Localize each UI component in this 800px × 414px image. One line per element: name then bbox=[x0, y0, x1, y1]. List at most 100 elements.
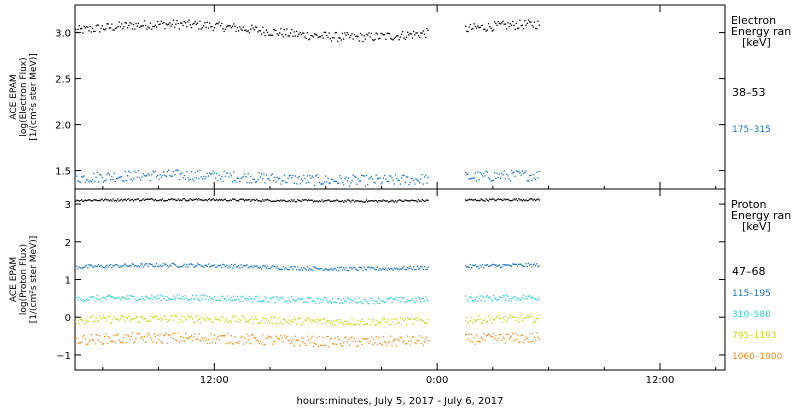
data-point bbox=[268, 300, 270, 302]
data-point bbox=[186, 26, 188, 28]
data-point bbox=[177, 169, 179, 171]
data-point bbox=[368, 200, 370, 202]
data-point bbox=[527, 295, 530, 297]
data-point bbox=[174, 315, 176, 317]
data-point bbox=[362, 201, 364, 203]
data-point bbox=[141, 263, 143, 265]
data-point bbox=[405, 324, 408, 326]
data-point bbox=[532, 199, 534, 201]
data-point bbox=[209, 198, 211, 200]
data-point bbox=[212, 338, 214, 340]
data-point bbox=[250, 343, 252, 345]
data-point bbox=[522, 294, 525, 296]
data-point bbox=[199, 20, 201, 22]
data-point bbox=[217, 264, 219, 267]
data-point bbox=[353, 175, 356, 178]
data-point bbox=[372, 299, 374, 302]
data-point bbox=[234, 263, 236, 266]
data-point bbox=[79, 318, 82, 321]
legend-title-electron: Electron bbox=[731, 14, 776, 27]
data-point bbox=[119, 318, 121, 320]
data-point bbox=[316, 174, 318, 176]
data-point bbox=[425, 322, 427, 324]
data-point bbox=[107, 336, 109, 338]
data-point bbox=[120, 315, 123, 317]
data-point bbox=[118, 200, 120, 202]
data-point bbox=[199, 199, 201, 201]
data-point bbox=[195, 315, 197, 317]
data-point bbox=[494, 297, 496, 299]
data-point bbox=[293, 317, 295, 319]
data-point bbox=[402, 318, 404, 320]
data-point bbox=[381, 181, 383, 183]
data-point bbox=[303, 337, 305, 339]
data-point bbox=[196, 22, 199, 24]
data-point bbox=[93, 340, 95, 342]
data-point bbox=[415, 317, 417, 319]
data-point bbox=[129, 200, 131, 202]
data-point bbox=[479, 26, 481, 29]
data-point bbox=[147, 320, 149, 322]
data-point bbox=[100, 199, 102, 201]
data-point bbox=[129, 320, 131, 322]
data-point bbox=[221, 316, 223, 318]
data-point bbox=[101, 266, 103, 268]
data-point bbox=[175, 314, 177, 317]
data-point bbox=[471, 267, 473, 269]
data-point bbox=[95, 266, 97, 268]
data-point bbox=[532, 264, 534, 266]
data-point bbox=[416, 320, 418, 322]
data-point bbox=[496, 316, 498, 318]
data-point bbox=[399, 336, 401, 338]
data-point bbox=[391, 318, 393, 320]
data-point bbox=[525, 296, 527, 298]
data-point bbox=[317, 201, 319, 203]
data-point bbox=[408, 340, 410, 342]
data-point bbox=[228, 298, 230, 300]
data-point bbox=[170, 315, 172, 317]
data-point bbox=[224, 175, 226, 177]
data-point bbox=[228, 265, 230, 267]
data-point bbox=[244, 265, 246, 267]
data-point bbox=[408, 300, 410, 302]
data-point bbox=[96, 171, 98, 174]
data-point bbox=[375, 336, 377, 338]
data-point bbox=[492, 179, 495, 181]
data-point bbox=[260, 300, 263, 302]
data-point bbox=[535, 265, 537, 267]
data-point bbox=[425, 36, 427, 39]
data-point bbox=[245, 299, 247, 301]
data-point bbox=[310, 337, 312, 339]
data-point bbox=[343, 267, 345, 269]
data-point bbox=[210, 318, 212, 320]
data-point bbox=[268, 335, 270, 337]
data-point bbox=[145, 341, 147, 343]
data-point bbox=[180, 22, 182, 24]
data-point bbox=[504, 23, 507, 25]
data-point bbox=[489, 178, 491, 180]
data-point bbox=[520, 174, 522, 176]
data-point bbox=[420, 200, 422, 202]
data-point bbox=[419, 335, 421, 337]
data-point bbox=[529, 174, 531, 177]
data-point bbox=[379, 268, 381, 270]
data-point bbox=[114, 318, 117, 320]
data-point bbox=[537, 318, 539, 320]
data-point bbox=[400, 337, 403, 339]
data-point bbox=[423, 321, 426, 324]
data-point bbox=[373, 39, 375, 42]
data-point bbox=[135, 22, 137, 25]
data-point bbox=[281, 323, 283, 325]
data-point bbox=[332, 298, 334, 300]
data-point bbox=[259, 340, 261, 342]
data-point bbox=[358, 297, 360, 299]
data-point bbox=[240, 264, 242, 266]
data-point bbox=[106, 173, 108, 176]
data-point bbox=[419, 267, 421, 269]
data-point bbox=[244, 173, 246, 175]
data-point bbox=[288, 340, 290, 342]
data-point bbox=[414, 318, 416, 320]
data-point bbox=[369, 267, 371, 269]
data-point bbox=[285, 320, 287, 322]
data-point bbox=[487, 200, 490, 202]
